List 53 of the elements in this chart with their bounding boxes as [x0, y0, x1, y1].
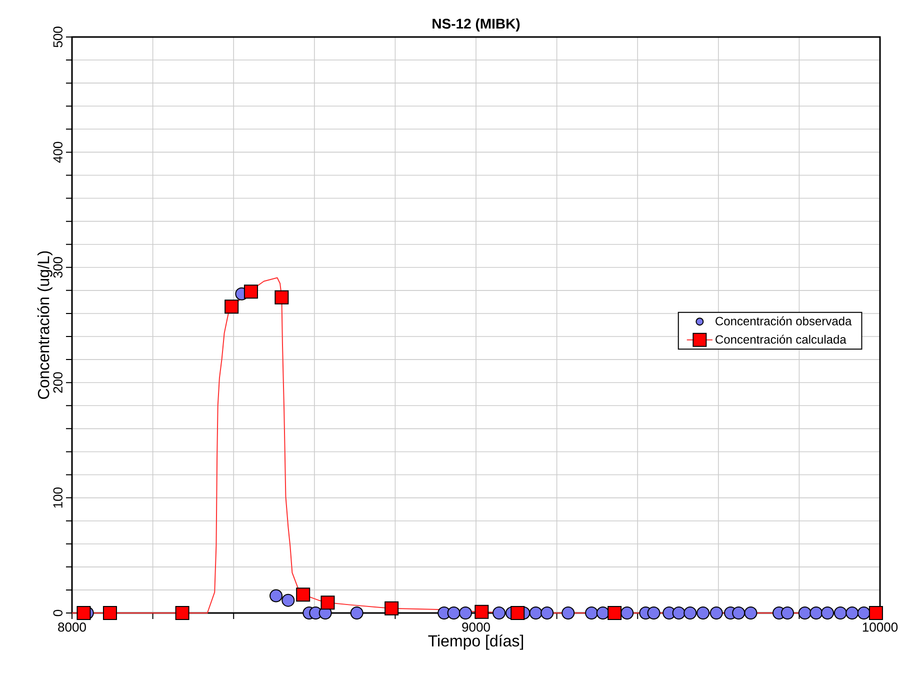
y-tick-label: 100	[53, 487, 62, 508]
point	[846, 606, 859, 620]
point	[798, 606, 812, 620]
point	[647, 606, 660, 620]
y-tick-label: 200	[53, 372, 62, 393]
point	[474, 604, 489, 619]
point	[459, 606, 472, 620]
x-tick-label: 10000	[862, 622, 898, 632]
point	[270, 589, 283, 602]
y-axis-title: Concentración (ug/L)	[37, 251, 52, 399]
point	[744, 606, 758, 620]
y-tick-label: 0	[53, 610, 62, 616]
point	[620, 606, 634, 620]
y-tick-label: 500	[53, 26, 62, 48]
x-tick-label: 8000	[58, 622, 86, 632]
point	[696, 606, 710, 620]
legend-label: Concentración calculada	[716, 334, 846, 344]
point	[492, 606, 506, 620]
x-tick-label: 9000	[462, 622, 490, 632]
point	[384, 601, 399, 616]
point	[529, 606, 542, 620]
point	[834, 606, 847, 620]
chart-title: NS-12 (MIBK)	[432, 18, 520, 32]
point	[780, 606, 794, 620]
point	[596, 606, 610, 620]
point	[868, 606, 883, 620]
point	[320, 596, 335, 610]
y-tick-label: 300	[53, 257, 62, 278]
point	[710, 606, 723, 620]
point	[447, 606, 460, 620]
point	[608, 606, 622, 620]
point	[562, 606, 575, 620]
point	[585, 606, 598, 620]
point	[274, 290, 289, 304]
point	[672, 606, 686, 620]
point	[350, 606, 364, 620]
point	[684, 606, 697, 620]
y-tick-label: 400	[53, 142, 62, 163]
point	[857, 606, 870, 620]
point	[810, 606, 823, 620]
point	[175, 606, 190, 620]
point	[244, 284, 258, 299]
point	[820, 606, 834, 620]
point	[224, 300, 239, 314]
point	[296, 588, 310, 602]
point	[732, 606, 746, 620]
point	[510, 606, 525, 620]
legend-label: Concentración observada	[716, 316, 852, 326]
point	[76, 606, 91, 620]
point	[540, 606, 554, 620]
point	[102, 606, 117, 620]
point	[282, 594, 295, 607]
x-axis-title: Tiempo [días]	[428, 634, 524, 650]
